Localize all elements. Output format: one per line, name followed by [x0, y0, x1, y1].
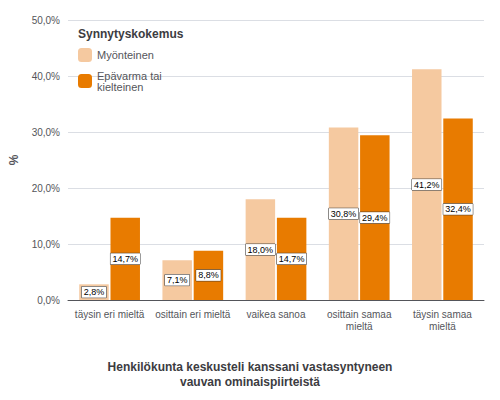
svg-text:14,7%: 14,7% — [279, 254, 305, 264]
svg-text:2,8%: 2,8% — [84, 287, 105, 297]
svg-text:Henkilökunta keskusteli kanssa: Henkilökunta keskusteli kanssani vastasy… — [108, 360, 393, 374]
svg-text:täysin eri mieltä: täysin eri mieltä — [75, 309, 145, 320]
svg-text:29,4%: 29,4% — [362, 213, 388, 223]
svg-text:täysin samaa: täysin samaa — [413, 309, 472, 320]
svg-text:32,4%: 32,4% — [445, 204, 471, 214]
svg-text:Synnytyskokemus: Synnytyskokemus — [78, 27, 184, 41]
svg-text:20,0%: 20,0% — [32, 183, 60, 194]
svg-text:30,0%: 30,0% — [32, 127, 60, 138]
svg-text:50,0%: 50,0% — [32, 15, 60, 26]
svg-text:0,0%: 0,0% — [37, 295, 60, 306]
svg-text:Epävarma tai: Epävarma tai — [97, 69, 162, 82]
svg-text:vauvan ominaispiirteistä: vauvan ominaispiirteistä — [180, 375, 320, 389]
svg-text:mieltä: mieltä — [346, 321, 373, 332]
svg-text:30,8%: 30,8% — [331, 209, 357, 219]
svg-text:40,0%: 40,0% — [32, 71, 60, 82]
svg-text:8,8%: 8,8% — [198, 270, 219, 280]
svg-text:18,0%: 18,0% — [248, 245, 274, 255]
svg-text:7,1%: 7,1% — [167, 275, 188, 285]
svg-text:Myönteinen: Myönteinen — [97, 49, 154, 61]
svg-text:osittain eri mieltä: osittain eri mieltä — [155, 309, 230, 320]
svg-text:vaikea sanoa: vaikea sanoa — [247, 309, 306, 320]
svg-text:kielteinen: kielteinen — [97, 81, 143, 93]
svg-text:mieltä: mieltä — [429, 321, 456, 332]
svg-text:14,7%: 14,7% — [112, 254, 138, 264]
svg-text:%: % — [7, 154, 21, 165]
svg-text:10,0%: 10,0% — [32, 239, 60, 250]
svg-text:osittain samaa: osittain samaa — [327, 309, 392, 320]
svg-text:41,2%: 41,2% — [414, 180, 440, 190]
